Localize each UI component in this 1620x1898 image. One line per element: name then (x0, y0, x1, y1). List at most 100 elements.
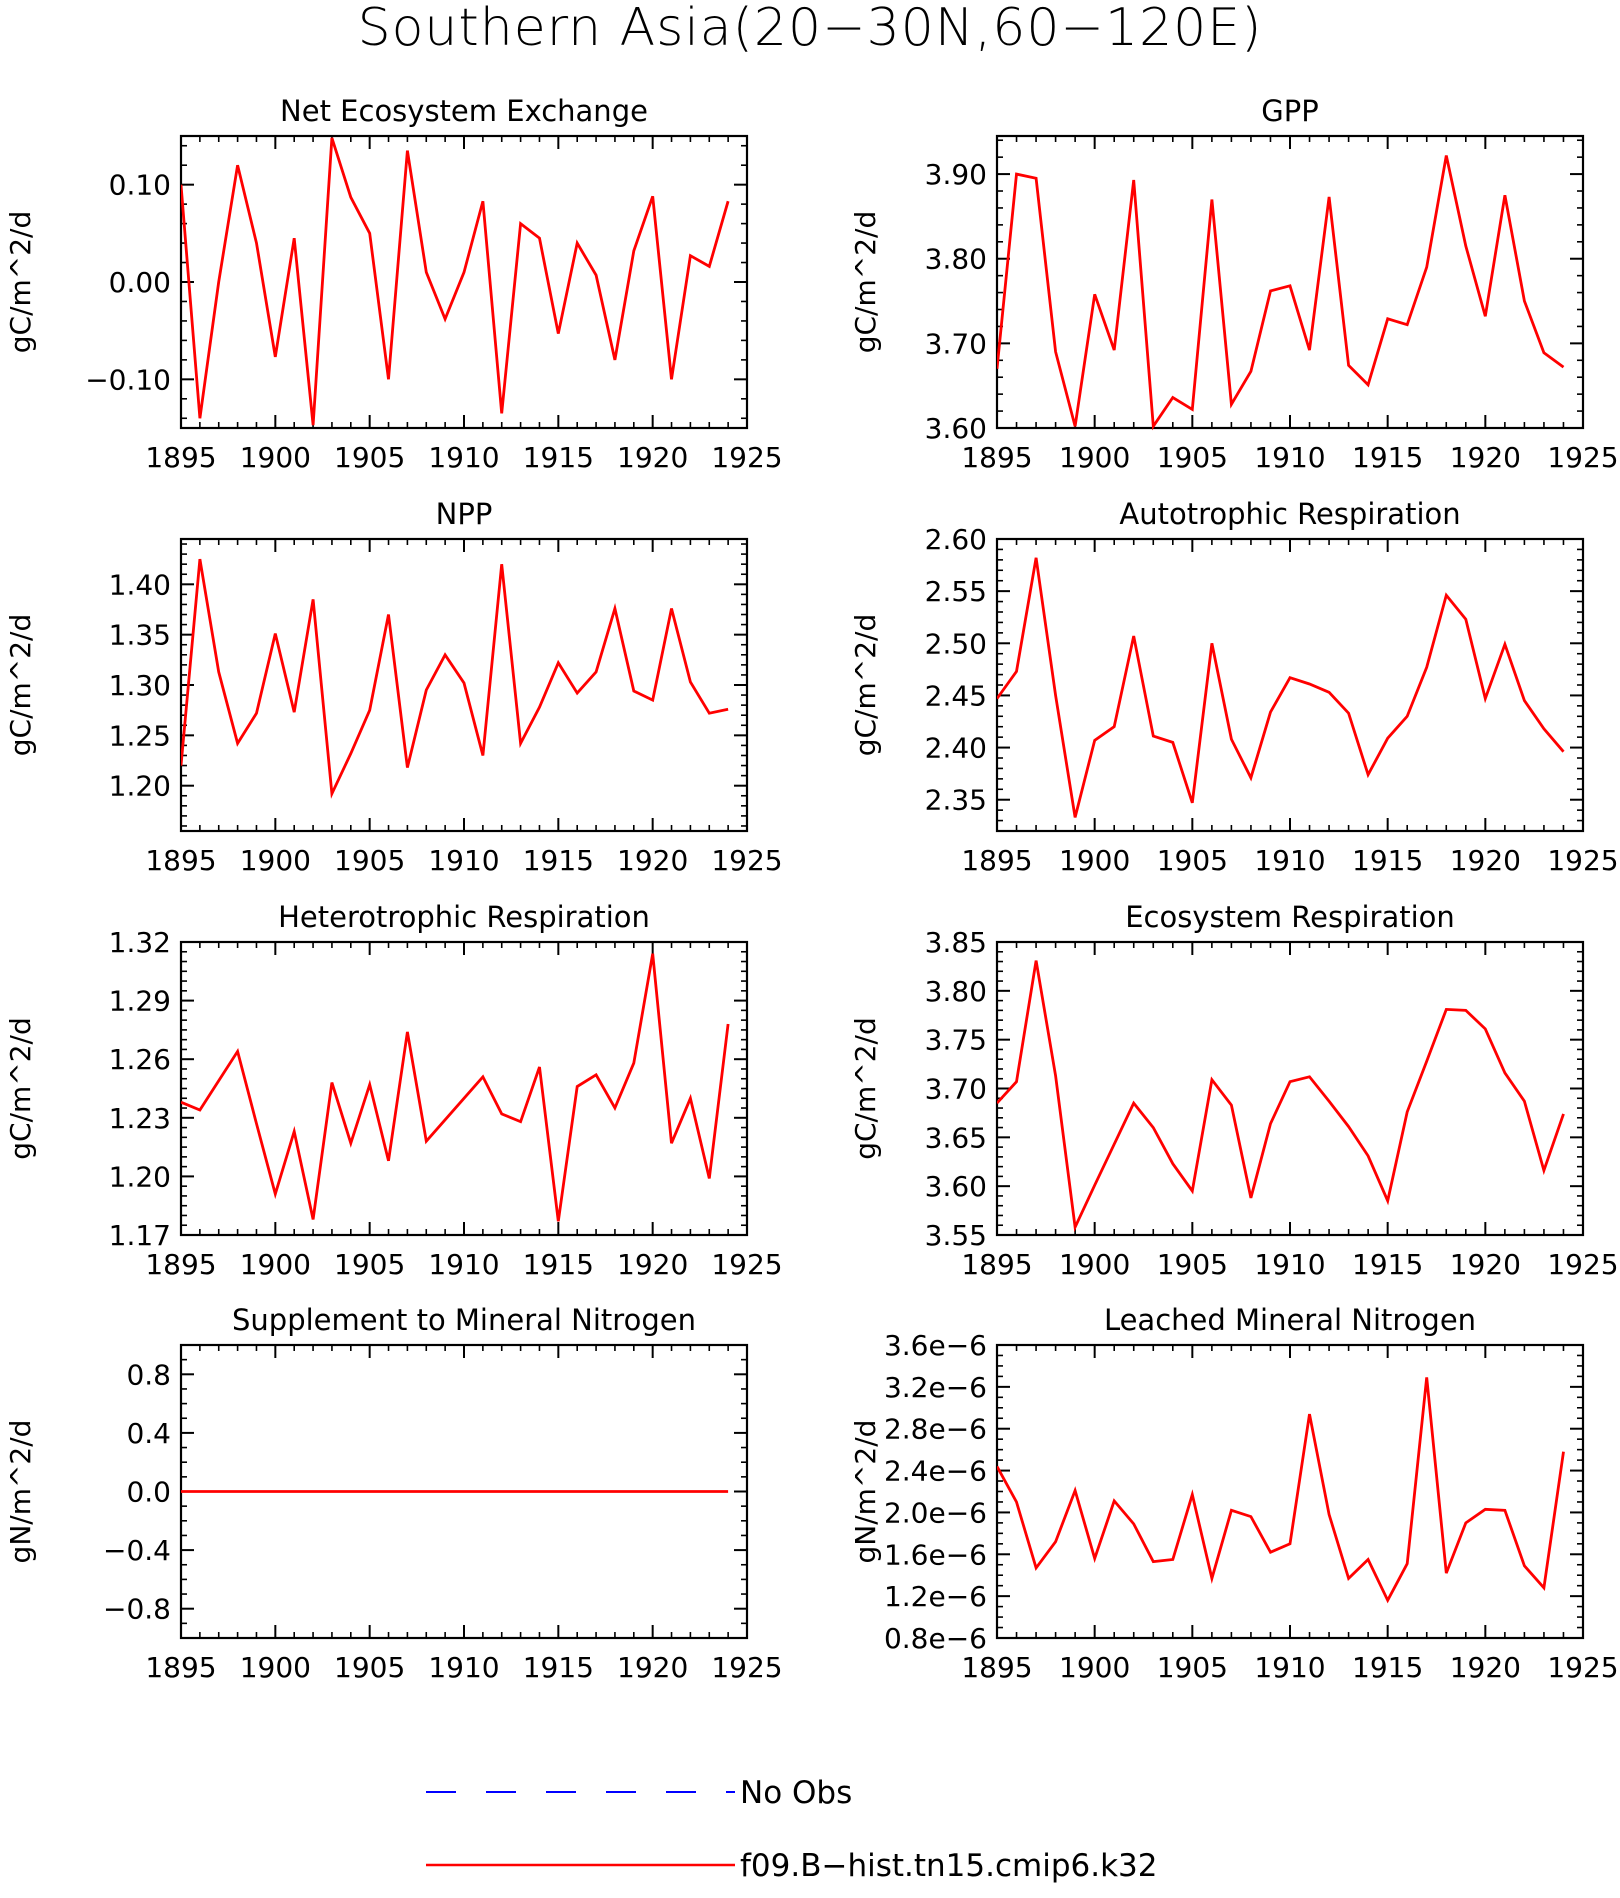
y-tick-label: 2.55 (925, 575, 987, 608)
legend-label: No Obs (740, 1775, 852, 1811)
chart-panel-5: 1895 1900 1905 1910 1915 1920 1925 1.17 1.20 1.23… (4, 900, 783, 1281)
y-tick-label: 1.26 (109, 1043, 171, 1076)
x-tick-label: 1915 (523, 844, 594, 877)
x-tick-label: 1925 (711, 1651, 782, 1684)
x-tick-label: 1900 (240, 1651, 311, 1684)
x-tick-label: 1905 (334, 441, 405, 474)
legend: No Obs f09.B−hist.tn15.cmip6.k32 (426, 1775, 1158, 1884)
panel-title: NPP (436, 497, 493, 531)
y-tick-label: 2.4e−6 (884, 1455, 987, 1488)
x-tick-label: 1920 (617, 844, 688, 877)
x-tick-label: 1925 (1547, 1248, 1618, 1281)
series-line (997, 155, 1565, 431)
y-axis-label: gN/m^2/d (4, 1420, 37, 1564)
y-tick-label: 2.35 (925, 784, 987, 817)
panel-title: Leached Mineral Nitrogen (1104, 1303, 1476, 1337)
legend-item: f09.B−hist.tn15.cmip6.k32 (426, 1848, 1158, 1884)
chart-panel-1: 1895 1900 1905 1910 1915 1920 1925 −0.10 0.00 0.1… (4, 94, 783, 474)
y-axis-label: gC/m^2/d (4, 614, 37, 757)
x-tick-label: 1895 (961, 441, 1032, 474)
panel-title: Heterotrophic Respiration (278, 900, 650, 934)
x-tick-label: 1900 (240, 441, 311, 474)
x-tick-label: 1915 (523, 1651, 594, 1684)
y-tick-label: 3.80 (925, 243, 987, 276)
series-line (181, 558, 729, 799)
x-tick-label: 1910 (1254, 1651, 1325, 1684)
x-tick-label: 1915 (1352, 441, 1423, 474)
x-tick-label: 1920 (617, 441, 688, 474)
y-tick-label: 2.40 (925, 732, 987, 765)
x-tick-label: 1910 (1254, 1248, 1325, 1281)
y-tick-label: 2.8e−6 (884, 1413, 987, 1446)
x-tick-label: 1900 (1059, 1248, 1130, 1281)
x-tick-label: 1910 (428, 1248, 499, 1281)
x-tick-label: 1905 (1157, 441, 1228, 474)
y-tick-label: −0.10 (85, 363, 171, 396)
chart-panels: 1895 1900 1905 1910 1915 1920 1925 −0.10 0.00 0.1… (4, 94, 1619, 1684)
x-tick-label: 1910 (428, 441, 499, 474)
x-tick-label: 1905 (334, 1248, 405, 1281)
series-line (997, 960, 1565, 1233)
x-tick-label: 1895 (145, 1248, 216, 1281)
x-tick-label: 1900 (240, 844, 311, 877)
x-tick-label: 1895 (145, 844, 216, 877)
chart-panel-7: 1895 1900 1905 1910 1915 1920 1925 −0.8 −0.4 0.0 0… (4, 1303, 783, 1684)
x-tick-label: 1920 (1450, 844, 1521, 877)
x-tick-label: 1915 (1352, 844, 1423, 877)
x-tick-label: 1905 (1157, 844, 1228, 877)
y-axis-label: gN/m^2/d (849, 1420, 882, 1564)
y-tick-label: 2.60 (925, 523, 987, 556)
y-tick-label: 3.75 (925, 1024, 987, 1057)
y-tick-label: 3.55 (925, 1219, 987, 1252)
chart-panel-6: 1895 1900 1905 1910 1915 1920 1925 3.55 3.60 3.65… (849, 900, 1619, 1281)
y-tick-label: 2.45 (925, 679, 987, 712)
x-tick-label: 1920 (617, 1248, 688, 1281)
x-tick-label: 1920 (1450, 1248, 1521, 1281)
panel-title: Ecosystem Respiration (1125, 900, 1455, 934)
y-tick-label: −0.8 (103, 1593, 171, 1626)
legend-label: f09.B−hist.tn15.cmip6.k32 (740, 1848, 1158, 1884)
chart-panel-4: 1895 1900 1905 1910 1915 1920 1925 2.35 2.40 2.45… (849, 497, 1619, 877)
chart-panel-3: 1895 1900 1905 1910 1915 1920 1925 1.20 1.25 1.30… (4, 497, 783, 877)
figure-title: Southern Asia(20−30N,60−120E) (358, 0, 1263, 58)
y-tick-label: 0.0 (126, 1476, 171, 1509)
panel-title: Net Ecosystem Exchange (280, 94, 648, 128)
y-tick-label: 2.0e−6 (884, 1496, 987, 1529)
x-tick-label: 1900 (1059, 1651, 1130, 1684)
y-tick-label: 3.65 (925, 1121, 987, 1154)
y-tick-label: 1.20 (109, 770, 171, 803)
y-tick-label: 3.70 (925, 1073, 987, 1106)
x-tick-label: 1900 (1059, 844, 1130, 877)
y-tick-label: 0.4 (126, 1417, 171, 1450)
x-tick-label: 1920 (617, 1651, 688, 1684)
x-tick-label: 1910 (428, 1651, 499, 1684)
y-tick-label: 3.90 (925, 158, 987, 191)
x-tick-label: 1925 (711, 844, 782, 877)
panel-title: Autotrophic Respiration (1119, 497, 1460, 531)
series-line (997, 1377, 1565, 1604)
x-tick-label: 1925 (1547, 1651, 1618, 1684)
x-tick-label: 1915 (523, 441, 594, 474)
y-tick-label: 2.50 (925, 627, 987, 660)
chart-panel-2: 1895 1900 1905 1910 1915 1920 1925 3.60 3.70 3.80… (849, 94, 1619, 474)
y-axis-label: gC/m^2/d (849, 614, 882, 757)
x-tick-label: 1925 (711, 1248, 782, 1281)
x-tick-label: 1915 (1352, 1248, 1423, 1281)
y-tick-label: 0.8e−6 (884, 1622, 987, 1655)
y-tick-label: −0.4 (103, 1534, 171, 1567)
y-tick-label: 1.35 (109, 619, 171, 652)
panel-title: GPP (1261, 94, 1318, 128)
y-tick-label: 1.17 (109, 1219, 171, 1252)
x-tick-label: 1910 (428, 844, 499, 877)
series-line (181, 137, 730, 426)
y-tick-label: 1.29 (109, 985, 171, 1018)
series-line (997, 557, 1565, 818)
x-tick-label: 1905 (1157, 1248, 1228, 1281)
y-axis-label: gC/m^2/d (849, 211, 882, 354)
x-tick-label: 1895 (961, 1248, 1032, 1281)
y-tick-label: 3.85 (925, 926, 987, 959)
x-tick-label: 1895 (145, 1651, 216, 1684)
series-line (181, 953, 730, 1222)
x-tick-label: 1910 (1254, 844, 1325, 877)
